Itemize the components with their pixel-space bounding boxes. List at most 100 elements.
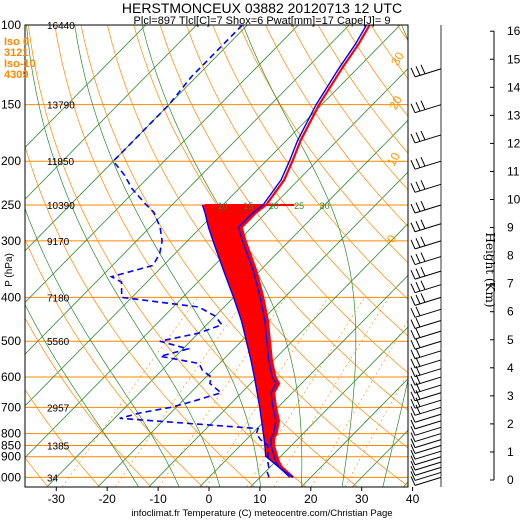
wind-barb bbox=[414, 420, 442, 430]
wind-barb bbox=[414, 466, 442, 476]
wind-barb-feather bbox=[410, 398, 416, 409]
cape-area bbox=[221, 266, 257, 270]
theta-label: 0 bbox=[384, 232, 400, 245]
moist-adiabat bbox=[25, 303, 139, 487]
pressure-tick-800: 800 bbox=[1, 427, 21, 441]
wind-barb bbox=[414, 68, 442, 78]
wind-barb bbox=[414, 204, 442, 214]
isotherm bbox=[25, 25, 299, 304]
cape-area bbox=[229, 288, 262, 291]
wind-barb bbox=[414, 433, 442, 443]
wind-barb-feather bbox=[415, 357, 421, 367]
wind-barb-feather bbox=[410, 203, 416, 214]
wind-barb-feather bbox=[415, 181, 421, 192]
height-label-150: 13790 bbox=[47, 101, 75, 112]
wind-barb bbox=[414, 104, 442, 114]
isotherm bbox=[25, 25, 197, 200]
wind-barb bbox=[414, 476, 442, 486]
isotherm-label: 25 bbox=[294, 201, 304, 211]
isotherm bbox=[46, 119, 408, 487]
cape-area bbox=[205, 216, 253, 221]
wind-barb-feather bbox=[420, 293, 426, 303]
dry-adiabat bbox=[54, 25, 358, 487]
pressure-tick-250: 250 bbox=[1, 198, 21, 212]
wind-barb-feather bbox=[410, 367, 416, 377]
height-label-300: 9170 bbox=[47, 237, 70, 248]
mixing-ratio-line bbox=[115, 297, 247, 487]
height-label-700: 2957 bbox=[47, 403, 70, 414]
cape-area bbox=[207, 225, 244, 229]
wind-barb-feather bbox=[410, 406, 416, 416]
cape-area bbox=[213, 244, 249, 248]
wind-barb-feather bbox=[415, 338, 421, 348]
wind-barb-feather bbox=[410, 269, 416, 280]
wind-barb-feather bbox=[410, 419, 416, 430]
temp-tick-20: 20 bbox=[304, 492, 318, 506]
wind-barb-feather bbox=[410, 183, 416, 193]
temp-tick--30: -30 bbox=[48, 492, 66, 506]
cape-area bbox=[213, 241, 248, 246]
cape-area bbox=[220, 261, 255, 265]
temp-tick--20: -20 bbox=[99, 492, 117, 506]
isotherm-label: 15 bbox=[243, 201, 253, 211]
cape-area bbox=[211, 236, 246, 240]
cape-area bbox=[225, 277, 260, 281]
cape-area bbox=[212, 239, 247, 243]
isotherm bbox=[25, 25, 350, 355]
wind-barb-feather bbox=[410, 413, 416, 423]
wind-barb-feather bbox=[410, 103, 416, 113]
wind-barb-feather bbox=[420, 200, 426, 211]
wind-barb bbox=[414, 376, 442, 386]
cape-area bbox=[208, 228, 244, 232]
pressure-tick-200: 200 bbox=[1, 154, 21, 168]
height-label-500: 5560 bbox=[47, 337, 70, 348]
temp-tick-10: 10 bbox=[253, 492, 267, 506]
moist-adiabat bbox=[26, 25, 221, 487]
wind-barb bbox=[414, 384, 442, 394]
height-tick-1: 1 bbox=[507, 445, 514, 459]
height-tick-4: 4 bbox=[507, 361, 514, 375]
height-label-100: 16440 bbox=[47, 21, 75, 32]
wind-barb-feather bbox=[410, 391, 416, 401]
pressure-tick-700: 700 bbox=[1, 400, 21, 414]
wind-barb bbox=[414, 399, 442, 409]
cape-area bbox=[220, 263, 256, 267]
dry-adiabat bbox=[238, 25, 408, 264]
wind-barb-feather bbox=[420, 130, 426, 141]
cape-area bbox=[229, 285, 262, 289]
dewpoint-line bbox=[109, 25, 270, 478]
wind-barb-feather bbox=[410, 159, 416, 170]
y-axis-title: P (hPa) bbox=[4, 253, 15, 287]
wind-barb-feather bbox=[420, 219, 426, 229]
wind-barb bbox=[414, 406, 442, 416]
cape-area bbox=[227, 281, 261, 285]
wind-barb bbox=[414, 284, 442, 294]
cape-area bbox=[226, 279, 260, 283]
height-axis-title: Height (Km) bbox=[483, 232, 497, 307]
dry-adiabat bbox=[159, 25, 408, 374]
temp-tick--10: -10 bbox=[149, 492, 167, 506]
cape-area bbox=[210, 233, 245, 238]
wind-barb-feather bbox=[420, 64, 426, 75]
wind-barb-feather bbox=[415, 317, 421, 328]
pressure-tick-850: 850 bbox=[1, 438, 21, 452]
moist-adiabat bbox=[242, 25, 357, 487]
wind-barb-feather bbox=[410, 255, 416, 265]
height-tick-9: 9 bbox=[507, 221, 514, 235]
iso0-value: 3121 bbox=[4, 47, 28, 59]
isotherm bbox=[301, 378, 408, 487]
height-tick-2: 2 bbox=[507, 417, 514, 431]
wind-barb-feather bbox=[410, 340, 416, 350]
wind-barb-feather bbox=[410, 426, 416, 436]
parcel-line bbox=[201, 204, 294, 478]
cape-area bbox=[219, 259, 254, 263]
wind-barb bbox=[414, 439, 442, 449]
cape-area bbox=[228, 283, 261, 287]
height-tick-6: 6 bbox=[507, 305, 514, 319]
wind-barb-feather bbox=[410, 476, 416, 486]
wind-barb bbox=[414, 350, 442, 360]
dry-adiabat bbox=[107, 25, 408, 449]
pressure-tick-300: 300 bbox=[1, 234, 21, 248]
moist-adiabat bbox=[382, 25, 408, 487]
